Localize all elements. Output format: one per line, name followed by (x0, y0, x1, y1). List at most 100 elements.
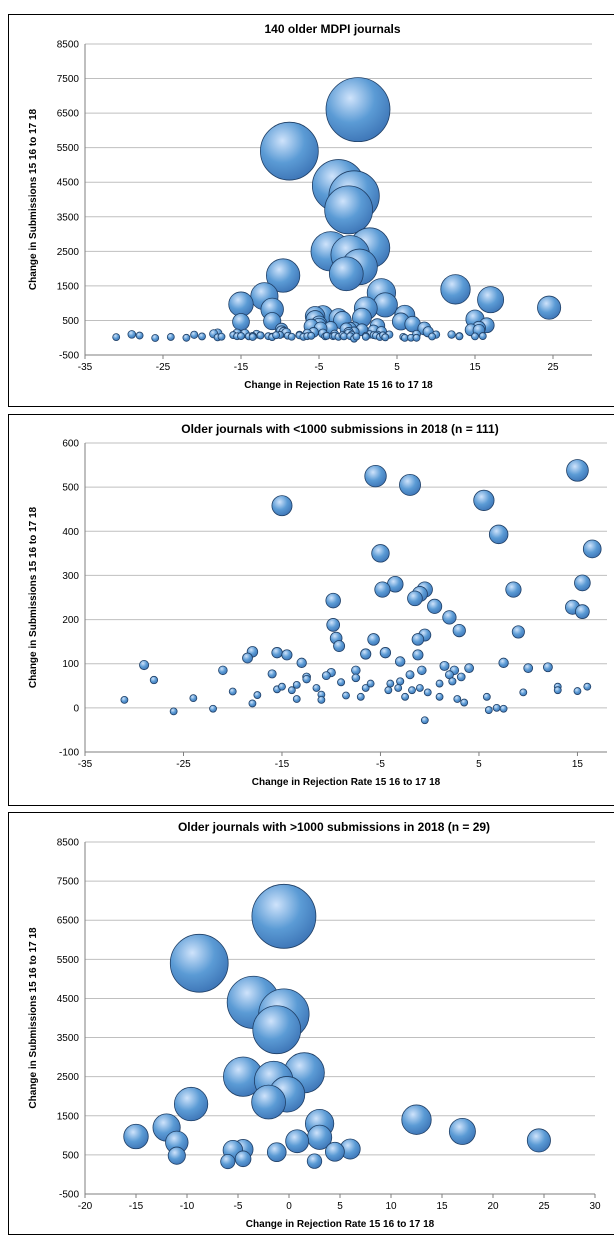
y-tick-label: 400 (62, 527, 79, 538)
x-tick-label: -15 (129, 1201, 144, 1212)
bubble-point (287, 686, 296, 695)
bubble-point (408, 686, 416, 695)
bubble-point (374, 581, 391, 598)
bubble-point (574, 574, 591, 592)
bubble-point (396, 677, 405, 686)
bubble-point (499, 704, 508, 713)
x-tick-label: 10 (385, 1201, 397, 1212)
bubble-point (405, 670, 415, 680)
x-tick-label: -5 (315, 362, 324, 373)
bubble-point (287, 332, 296, 341)
bubble-point (292, 681, 301, 689)
bubble-point (189, 694, 198, 703)
bubble-point (575, 604, 590, 619)
y-tick-label: 2500 (57, 247, 80, 258)
y-tick-label: 600 (62, 439, 79, 450)
bubble-point (182, 333, 191, 342)
x-tick-label: 0 (286, 1201, 292, 1212)
y-tick-label: 8500 (57, 838, 80, 849)
bubble-point (435, 692, 444, 701)
chart-title: Older journals with >1000 submissions in… (178, 820, 490, 834)
bubble-point (120, 696, 129, 704)
bubble-point (325, 1141, 345, 1162)
bubble-point (482, 692, 491, 701)
bubble-point (278, 682, 286, 691)
bubble-point (464, 663, 474, 673)
y-tick-label: 500 (62, 1150, 79, 1161)
bubble-point (271, 495, 293, 517)
chart-panel-all: -500 500 1500 2500 3500 4500 5500 6500 7500 8500 -… (8, 14, 614, 407)
bubble-point (166, 333, 175, 341)
bubble-point (399, 473, 421, 496)
bubble-point (367, 633, 380, 646)
y-tick-label: 4500 (57, 178, 80, 189)
bubble-point (337, 678, 346, 687)
bubble-point (333, 640, 346, 653)
bubble-point (325, 77, 391, 143)
bubble-point (440, 274, 471, 305)
bubble-point (266, 258, 301, 293)
y-tick-label: -500 (59, 1190, 79, 1201)
x-tick-label: 5 (394, 362, 400, 373)
x-tick-label: -5 (376, 759, 385, 770)
bubble-point (209, 704, 217, 713)
bubble-point (351, 673, 361, 683)
x-tick-label: 15 (436, 1201, 448, 1212)
bubble-point (169, 707, 178, 716)
bubble-point (302, 674, 311, 684)
bubble-point (442, 610, 457, 625)
bubble-point (471, 332, 479, 341)
bubble-point (285, 1129, 310, 1154)
y-tick-label: -100 (59, 748, 79, 759)
bubble-point (324, 185, 373, 235)
x-tick-label: 5 (476, 759, 482, 770)
bubble-point (386, 679, 395, 688)
x-tick-label: -15 (275, 759, 290, 770)
bubble-point (198, 332, 206, 341)
chart-svg: -500 500 1500 2500 3500 4500 5500 6500 7500 8500 -… (28, 22, 592, 391)
x-tick-label: -35 (78, 362, 93, 373)
bubble-point (352, 332, 361, 341)
bubble-point (439, 660, 450, 671)
bubble-point (428, 332, 437, 341)
bubble-point (411, 633, 425, 646)
bubble-point (537, 295, 562, 320)
x-tick-label: 20 (487, 1201, 499, 1212)
chart-title: Older journals with <1000 submissions in… (181, 422, 498, 436)
bubble-point (488, 524, 509, 545)
bubble-point (123, 1123, 149, 1150)
bubble-point (272, 331, 281, 340)
bubble-point (478, 332, 487, 340)
x-tick-label: -25 (156, 362, 171, 373)
x-tick-label: -35 (78, 759, 93, 770)
x-tick-label: 30 (589, 1201, 601, 1212)
x-axis-label: Change in Rejection Rate 15 16 to 17 18 (246, 1219, 435, 1230)
bubble-point (248, 333, 257, 341)
x-tick-label: -15 (234, 362, 249, 373)
bubble-point (220, 1153, 236, 1170)
bubble-point (519, 688, 528, 697)
y-tick-label: 3500 (57, 212, 80, 223)
x-tick-label: 15 (469, 362, 481, 373)
bubble-point (251, 1084, 286, 1120)
bubble-point (267, 669, 277, 679)
y-tick-label: 6500 (57, 109, 80, 120)
bubble-point (566, 459, 589, 482)
bubble-point (237, 332, 245, 340)
x-tick-label: -10 (180, 1201, 195, 1212)
bubble-point (477, 286, 505, 314)
bubble-point (326, 618, 341, 632)
bubble-point (307, 331, 316, 340)
chart-svg: -100 0 100 200 300 400 500 600 -35 -25 -15 -5 5 15 Old… (28, 422, 607, 788)
y-tick-label: 500 (62, 483, 79, 494)
bubble-point (384, 686, 393, 695)
bubble-point (455, 332, 464, 341)
chart-panel-large: -500 500 1500 2500 3500 4500 5500 6500 7500 8500 -… (8, 812, 614, 1235)
bubble-point (573, 687, 582, 695)
y-tick-label: 100 (62, 659, 79, 670)
bubble-point (460, 698, 469, 707)
x-tick-label: -25 (176, 759, 191, 770)
bubble-point (420, 716, 429, 725)
bubble-point (415, 684, 424, 692)
bubble-point (448, 1117, 476, 1145)
